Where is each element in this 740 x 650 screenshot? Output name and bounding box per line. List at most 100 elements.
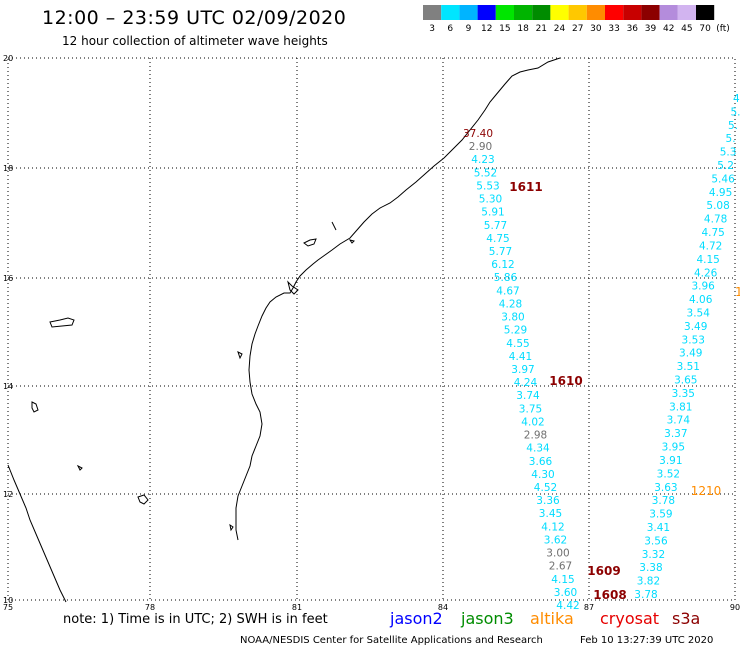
lon-label: 78	[145, 603, 155, 612]
scale-swatch	[568, 5, 587, 20]
swh-value: 4.23	[471, 154, 494, 166]
swh-value: 3.49	[679, 348, 702, 360]
swh-value: 5.08	[706, 200, 729, 212]
scale-label: 27	[572, 24, 583, 34]
scale-swatch	[623, 5, 642, 20]
scale-swatch	[441, 5, 460, 20]
swh-value: 5.2	[717, 160, 734, 172]
swh-value: 4.06	[689, 294, 713, 306]
swh-value: 3.36	[536, 495, 560, 507]
lat-lon-grid	[7, 57, 736, 601]
swh-value: 3.91	[659, 455, 682, 467]
swh-value: 5.91	[481, 207, 504, 219]
time-label: 1	[735, 285, 740, 299]
scale-label: 24	[554, 24, 566, 34]
island-small	[348, 239, 355, 244]
island-south	[137, 494, 149, 505]
swh-value: 3.51	[677, 361, 700, 373]
swh-value: 4.12	[541, 521, 564, 533]
scale-swatch	[459, 5, 478, 20]
island-sw	[31, 401, 39, 413]
swh-value: 3.66	[529, 456, 553, 468]
lon-label: 75	[3, 603, 13, 612]
swh-value: 3.59	[649, 509, 672, 521]
lon-label: 84	[438, 603, 448, 612]
swh-value: 3.81	[669, 401, 692, 413]
scale-label: 39	[645, 24, 657, 34]
island-small-w	[76, 464, 83, 471]
time-label: 1609	[587, 564, 620, 578]
swh-value: 4.67	[496, 285, 519, 297]
swh-value: 4.42	[556, 600, 579, 612]
swh-value: 3.74	[516, 390, 540, 402]
scale-label: 45	[681, 24, 692, 34]
swh-value: 5.29	[504, 325, 527, 337]
island-pair	[303, 238, 317, 247]
time-label: 1610	[549, 374, 582, 388]
swh-value: 4.75	[486, 233, 509, 245]
swh-value: 2.90	[469, 141, 492, 153]
scale-unit: (ft)	[716, 24, 730, 34]
swh-value: 3.41	[647, 522, 670, 534]
scale-swatch	[514, 5, 533, 20]
swh-value: 5.	[726, 133, 736, 145]
footer-note: note: 1) Time is in UTC; 2) SWH is in fe…	[63, 612, 328, 627]
scale-label: 21	[536, 24, 547, 34]
lat-label: 12	[3, 490, 13, 499]
swh-value: 3.80	[501, 312, 524, 324]
coastline-west-coast	[7, 464, 67, 603]
swh-value: 5.46	[711, 173, 735, 185]
scale-swatch	[532, 5, 551, 20]
swh-value: 6.12	[491, 259, 514, 271]
satellite-s3a: s3a	[672, 609, 701, 628]
scale-swatch	[550, 5, 569, 20]
swh-value: 3.00	[546, 548, 569, 560]
satellite-jason2: jason2	[390, 609, 443, 628]
swh-value: 3.38	[639, 562, 662, 574]
scale-swatch	[605, 5, 624, 20]
generated-timestamp: Feb 10 13:27:39 UTC 2020	[580, 635, 714, 646]
swh-value: 5.52	[474, 167, 497, 179]
lon-label: 90	[730, 603, 740, 612]
swh-value: 3.60	[554, 587, 577, 599]
swh-value: 5.	[728, 120, 738, 132]
swh-value: 3.37	[664, 428, 687, 440]
swh-value: 5.30	[479, 194, 502, 206]
scale-swatch	[677, 5, 696, 20]
swh-value: 4.	[733, 93, 740, 105]
island-west	[49, 317, 75, 328]
swh-value: 4.02	[521, 416, 544, 428]
swh-value: 3.32	[642, 549, 665, 561]
scale-label: 36	[627, 24, 639, 34]
swh-value: 4.28	[499, 298, 522, 310]
lon-label: 87	[584, 603, 594, 612]
credit-line: NOAA/NESDIS Center for Satellite Applica…	[240, 635, 543, 646]
swh-value: 4.78	[704, 214, 727, 226]
swh-value: 3.49	[684, 321, 707, 333]
scale-swatch	[495, 5, 514, 20]
swh-value: 4.15	[696, 254, 719, 266]
swh-value: 4.75	[701, 227, 724, 239]
swh-value: 5.86	[494, 272, 518, 284]
color-scale: 3 6 9 12 15 18 21 24 27 30 33 36 39 42 45 70 (ft)	[423, 5, 730, 34]
map-frame	[7, 57, 736, 601]
swh-value: 3.53	[682, 334, 705, 346]
scale-label: 30	[590, 24, 602, 34]
swh-value: 5.77	[489, 246, 512, 258]
lat-label: 14	[3, 382, 13, 391]
scale-label: 15	[499, 24, 510, 34]
swh-value: 4.15	[551, 574, 574, 586]
swh-value: 5.3	[720, 147, 737, 159]
scale-label: 42	[663, 24, 674, 34]
scale-swatch	[586, 5, 605, 20]
swh-value: 3.62	[544, 534, 567, 546]
swh-value: 4.72	[699, 240, 722, 252]
cryosat-track-a: 37.402.904.235.525.535.305.915.774.755.7…	[463, 128, 627, 612]
island-north	[331, 221, 337, 231]
swh-value: 4.55	[506, 338, 529, 350]
swh-value: 4.52	[534, 482, 557, 494]
swh-value: 3.78	[634, 589, 657, 601]
scale-label: 9	[466, 24, 472, 34]
swh-value: 3.54	[687, 307, 711, 319]
